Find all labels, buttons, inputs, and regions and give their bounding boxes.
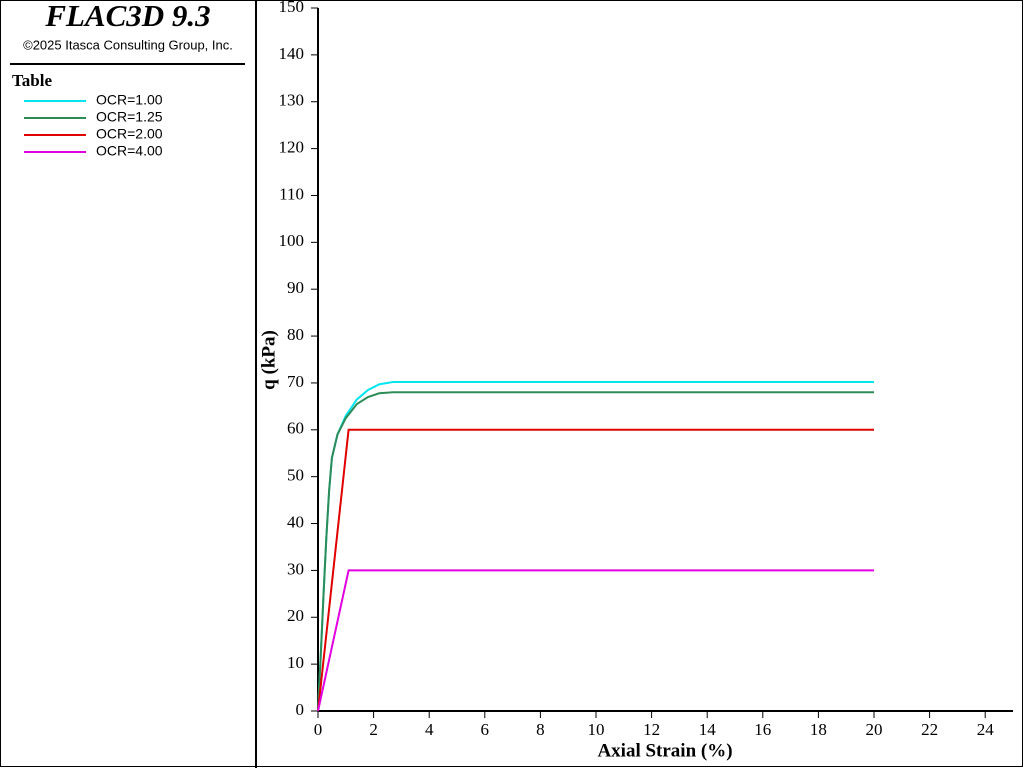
x-tick-label: 18 — [810, 720, 827, 739]
y-tick-label: 30 — [287, 559, 304, 578]
x-tick-label: 22 — [921, 720, 938, 739]
legend-label: OCR=1.25 — [96, 109, 163, 125]
y-tick-label: 120 — [279, 138, 305, 157]
x-tick-label: 8 — [536, 720, 545, 739]
x-tick-label: 6 — [481, 720, 490, 739]
y-tick-label: 50 — [287, 466, 304, 485]
y-tick-label: 130 — [279, 91, 305, 110]
x-tick-label: 24 — [977, 720, 995, 739]
y-tick-label: 150 — [279, 0, 305, 16]
series-line — [317, 391, 874, 712]
y-tick-label: 40 — [287, 512, 304, 531]
x-tick-label: 0 — [314, 720, 323, 739]
series-line — [317, 569, 874, 712]
app-title: FLAC3D 9.3 — [44, 0, 210, 33]
x-tick-label: 14 — [699, 720, 717, 739]
copyright: ©2025 Itasca Consulting Group, Inc. — [23, 37, 233, 52]
y-tick-label: 100 — [279, 231, 305, 250]
y-tick-label: 80 — [287, 325, 304, 344]
y-tick-label: 60 — [287, 419, 304, 438]
y-tick-label: 20 — [287, 606, 304, 625]
y-tick-label: 10 — [287, 653, 304, 672]
x-tick-label: 12 — [643, 720, 660, 739]
series-line — [317, 428, 874, 712]
legend-label: OCR=4.00 — [96, 143, 163, 159]
legend-label: OCR=1.00 — [96, 92, 163, 108]
x-tick-label: 20 — [866, 720, 883, 739]
y-tick-label: 90 — [287, 278, 304, 297]
y-tick-label: 140 — [279, 44, 305, 63]
legend-title: Table — [12, 71, 52, 90]
x-tick-label: 16 — [754, 720, 771, 739]
x-tick-label: 4 — [425, 720, 434, 739]
y-axis-label: q (kPa) — [258, 330, 279, 390]
y-tick-label: 70 — [287, 372, 304, 391]
y-tick-label: 0 — [296, 700, 305, 719]
x-tick-label: 10 — [588, 720, 605, 739]
y-tick-label: 110 — [279, 184, 304, 203]
legend-label: OCR=2.00 — [96, 126, 163, 142]
x-tick-label: 2 — [369, 720, 378, 739]
x-axis-label: Axial Strain (%) — [597, 740, 732, 761]
